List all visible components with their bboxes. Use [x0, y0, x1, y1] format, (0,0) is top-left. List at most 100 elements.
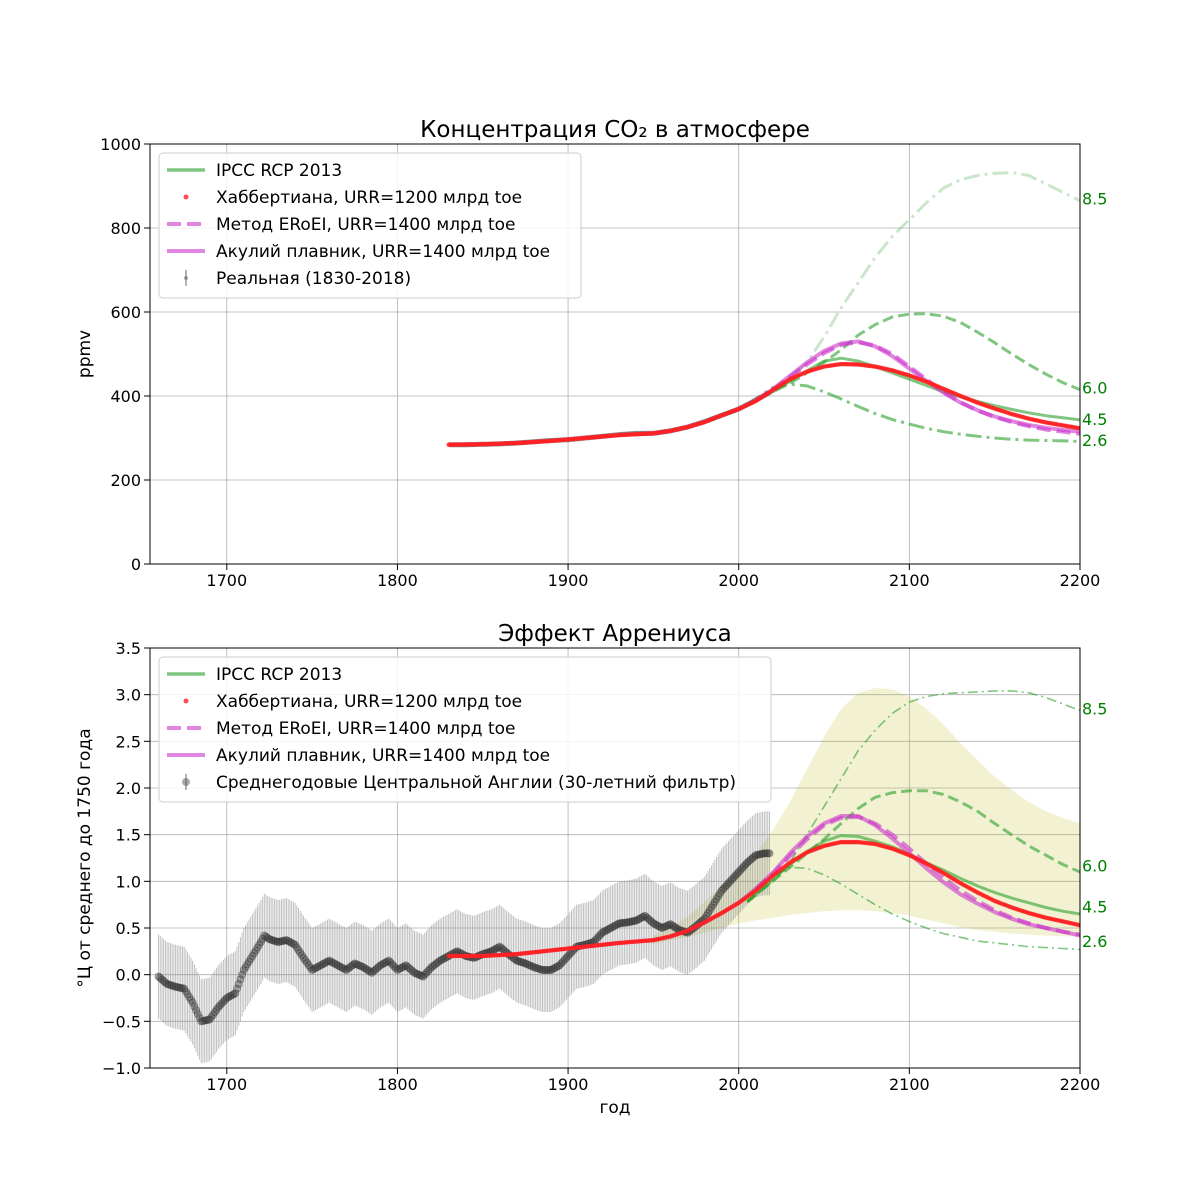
data-point — [762, 849, 771, 858]
data-point — [715, 889, 724, 898]
data-point — [304, 961, 313, 970]
data-point — [625, 918, 634, 927]
data-point — [434, 957, 443, 966]
series-hubbert — [446, 839, 1080, 959]
legend-entry: IPCC RCP 2013 — [167, 665, 342, 685]
data-point — [292, 943, 301, 952]
series-line — [746, 690, 1080, 903]
data-point — [192, 1006, 201, 1015]
legend-label: Хаббертиана, URR=1200 млрд toe — [216, 692, 522, 712]
data-point — [248, 952, 257, 961]
data-point — [719, 884, 728, 893]
legend-entry: Хаббертиана, URR=1200 млрд toe — [183, 692, 522, 712]
data-point — [424, 966, 433, 975]
x-tick-label: 1800 — [377, 571, 418, 590]
data-point — [258, 934, 267, 943]
data-point — [204, 1015, 213, 1024]
data-point — [594, 932, 603, 941]
y-tick-label: −0.5 — [102, 1012, 141, 1031]
data-point — [210, 1008, 219, 1017]
data-point — [207, 1013, 216, 1022]
data-point — [234, 980, 243, 989]
data-point — [722, 881, 731, 890]
data-point — [349, 960, 358, 969]
data-point — [374, 962, 383, 971]
data-point — [731, 871, 740, 880]
data-point — [246, 954, 255, 963]
data-point — [215, 1001, 224, 1010]
legend-entry: IPCC RCP 2013 — [167, 161, 342, 181]
data-point — [285, 938, 294, 947]
data-point — [287, 938, 296, 947]
data-point — [547, 966, 556, 975]
data-point — [355, 961, 364, 970]
data-point — [226, 992, 235, 1001]
data-point — [316, 961, 325, 970]
data-point — [758, 849, 767, 858]
data-point — [427, 963, 436, 972]
data-point — [645, 916, 654, 925]
x-tick-label: 1700 — [206, 1075, 247, 1094]
data-point — [656, 923, 665, 932]
scenario-label: 8.5 — [1082, 190, 1107, 209]
legend-entry: Метод ERoEI, URR=1400 млрд toe — [167, 719, 515, 739]
data-point — [202, 1016, 211, 1025]
data-point — [437, 955, 446, 964]
data-point — [1077, 923, 1080, 928]
y-tick-label: 3.0 — [116, 686, 141, 705]
data-point — [200, 1016, 209, 1025]
data-point — [340, 965, 349, 974]
data-point — [606, 924, 615, 933]
data-point — [268, 936, 277, 945]
data-point — [343, 964, 352, 973]
data-point — [311, 964, 320, 973]
data-point — [219, 997, 228, 1006]
data-point — [560, 955, 569, 964]
data-point — [657, 924, 666, 933]
legend-marker — [183, 698, 189, 704]
data-point — [175, 983, 184, 992]
scenario-label: 8.5 — [1082, 700, 1107, 719]
data-point — [161, 978, 170, 987]
data-point — [707, 903, 716, 912]
data-point — [659, 923, 668, 932]
data-point — [603, 925, 612, 934]
data-point — [726, 877, 735, 886]
data-point — [541, 966, 550, 975]
data-point — [342, 966, 351, 975]
legend-label: Хаббертиана, URR=1200 млрд toe — [216, 188, 522, 208]
y-tick-label: 1.5 — [116, 826, 141, 845]
data-point — [395, 965, 404, 974]
data-point — [741, 860, 750, 869]
data-point — [309, 965, 318, 974]
data-point — [320, 959, 329, 968]
data-point — [640, 911, 649, 920]
data-point — [668, 921, 677, 930]
x-axis-label: год — [599, 1098, 630, 1118]
data-point — [398, 963, 407, 972]
data-point — [154, 972, 163, 981]
data-point — [244, 957, 253, 966]
data-point — [717, 886, 726, 895]
data-point — [328, 958, 337, 967]
data-point — [381, 958, 390, 967]
y-tick-label: 1.0 — [116, 872, 141, 891]
legend-entry: Метод ERoEI, URR=1400 млрд toe — [167, 215, 515, 235]
scenario-label: 2.6 — [1082, 431, 1107, 450]
data-point — [666, 920, 675, 929]
data-point — [195, 1013, 204, 1022]
data-point — [751, 851, 760, 860]
data-point — [275, 937, 284, 946]
data-point — [236, 975, 245, 984]
data-point — [562, 953, 571, 962]
data-point — [214, 1003, 223, 1012]
data-point — [186, 995, 195, 1004]
data-point — [357, 962, 366, 971]
data-point — [652, 921, 661, 930]
data-point — [294, 946, 303, 955]
series-line — [746, 171, 1080, 406]
data-point — [543, 966, 552, 975]
scenario-label: 4.5 — [1082, 898, 1107, 917]
data-point — [599, 927, 608, 936]
data-point — [156, 974, 165, 983]
